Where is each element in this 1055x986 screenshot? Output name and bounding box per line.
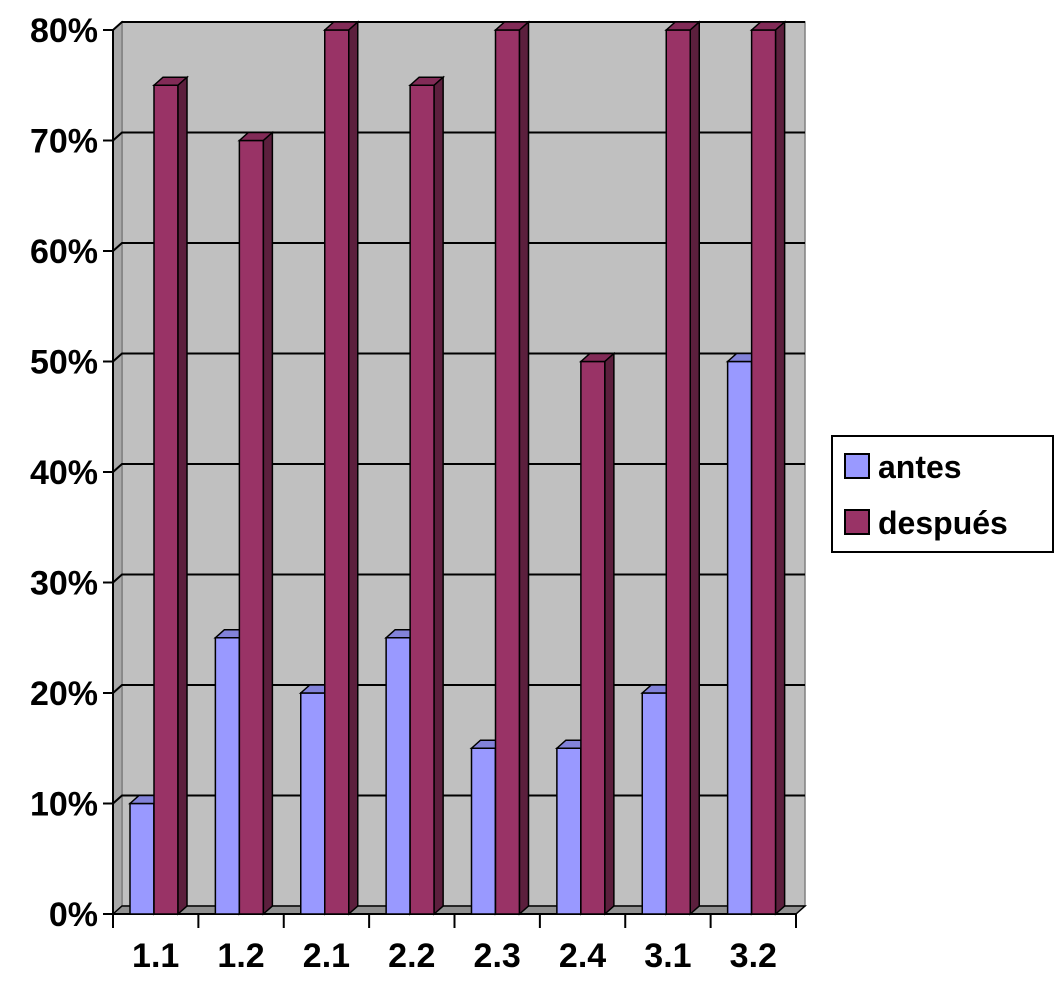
gridline	[112, 21, 805, 31]
bar-front	[494, 29, 521, 915]
x-tick-label: 3.1	[644, 937, 691, 975]
x-tick-label: 3.2	[730, 937, 777, 975]
gridline	[112, 352, 805, 363]
y-axis-ticks: 0% 10% 20% 30% 40% 50% 60% 70% 80%	[30, 12, 98, 934]
legend-swatch	[844, 453, 870, 479]
y-tick-label: 40%	[30, 454, 98, 492]
bar-front	[580, 360, 606, 915]
bars	[128, 20, 787, 916]
gridline	[112, 131, 805, 142]
y-tick-label: 50%	[30, 344, 98, 382]
bar	[664, 20, 702, 916]
x-tick-label: 2.4	[559, 937, 606, 975]
gridlines	[112, 21, 805, 805]
bar-side	[348, 20, 359, 916]
bar	[152, 75, 189, 916]
bar	[408, 75, 446, 916]
bar-front	[214, 637, 241, 915]
bar-front	[726, 360, 753, 915]
bar-front	[409, 84, 435, 915]
gridline	[112, 573, 805, 584]
bar	[322, 20, 360, 916]
legend: antes después	[831, 435, 1054, 553]
y-tick-label: 60%	[30, 233, 98, 271]
bar-front	[641, 692, 667, 915]
x-tick-label: 1.2	[217, 937, 264, 975]
bar-side	[177, 75, 188, 916]
bar	[237, 130, 275, 916]
bar-front	[300, 692, 326, 915]
legend-label: después	[878, 505, 1008, 541]
bar-front	[129, 802, 155, 915]
x-axis-ticks: 1.1 1.2 2.1 2.2 2.3 2.4 3.1 3.2	[132, 937, 777, 975]
bar-front	[238, 139, 265, 915]
y-tick-label: 30%	[30, 565, 98, 603]
legend-swatch	[844, 509, 870, 535]
bar-front	[750, 29, 777, 915]
y-tick-label: 10%	[30, 786, 98, 824]
bar-front	[153, 84, 179, 915]
x-tick-label: 1.1	[132, 937, 179, 975]
bar-front	[665, 29, 691, 915]
x-tick-label: 2.2	[388, 937, 435, 975]
y-tick-label: 0%	[49, 896, 98, 934]
x-tick-label: 2.1	[303, 937, 350, 975]
y-tick-label: 70%	[30, 123, 98, 161]
bar-side	[689, 20, 700, 916]
bar-side	[433, 75, 444, 916]
x-tick-label: 2.3	[474, 937, 521, 975]
bar-side	[518, 20, 530, 916]
bar-side	[262, 130, 274, 916]
bar-front	[324, 29, 350, 915]
bar-front	[556, 747, 582, 915]
gridline	[112, 684, 805, 694]
bar-front	[470, 747, 497, 915]
bar	[493, 20, 531, 916]
gridline	[112, 242, 805, 252]
bar-front	[385, 637, 411, 915]
bar	[578, 351, 616, 916]
legend-label: antes	[878, 449, 962, 485]
gridline	[112, 463, 805, 473]
bar-side	[604, 351, 615, 916]
y-tick-label: 20%	[30, 675, 98, 713]
y-tick-label: 80%	[30, 12, 98, 50]
bar-side	[774, 20, 786, 916]
bar	[749, 20, 787, 916]
